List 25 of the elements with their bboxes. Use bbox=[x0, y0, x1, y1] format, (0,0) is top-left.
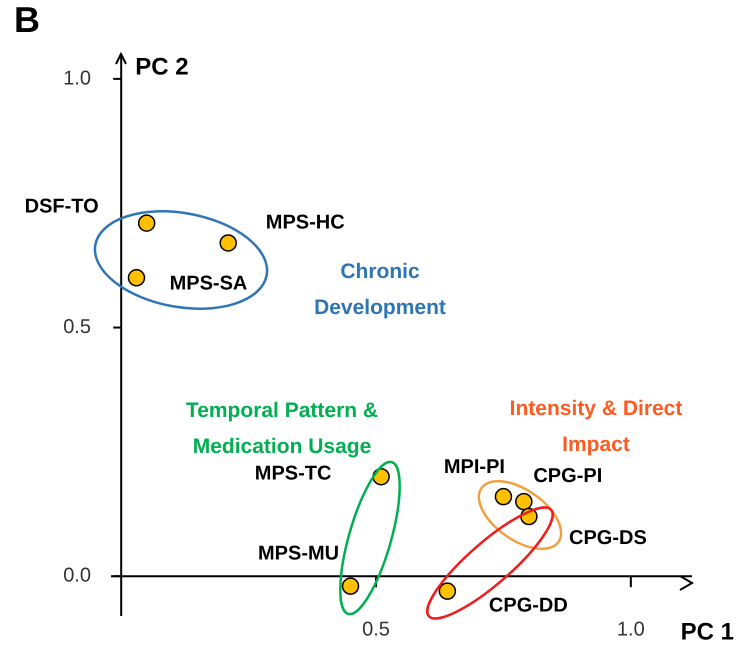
y-tick-label: 0.0 bbox=[63, 564, 91, 587]
point bbox=[128, 269, 146, 287]
annotation: MPI-PI bbox=[444, 456, 505, 478]
chart-title: B bbox=[14, 0, 40, 40]
annotation: CPG-DS bbox=[569, 527, 647, 550]
annotation: CPG-PI bbox=[533, 465, 602, 488]
point bbox=[515, 492, 533, 510]
point bbox=[138, 214, 156, 232]
y-tick-label: 0.5 bbox=[63, 316, 91, 338]
y-axis-title: PC 2 bbox=[135, 54, 189, 81]
annotation: MPS-MU bbox=[258, 542, 340, 565]
annotation: Intensity & Direct Impact bbox=[510, 396, 682, 456]
annotation: DSF-TO bbox=[24, 196, 99, 218]
x-axis-title: PC 1 bbox=[680, 618, 734, 646]
annotation: MPS-SA bbox=[170, 272, 248, 294]
point bbox=[438, 582, 456, 600]
annotation: CPG-DD bbox=[488, 594, 568, 617]
annotation: MPS-HC bbox=[266, 212, 345, 234]
point bbox=[219, 234, 237, 252]
point bbox=[494, 488, 512, 506]
annotation: Chronic Development bbox=[314, 260, 446, 319]
annotation: Temporal Pattern & Medication Usage bbox=[186, 398, 378, 458]
annotation: MPS-TC bbox=[254, 462, 332, 484]
y-tick-label: 1.0 bbox=[63, 67, 91, 90]
point bbox=[342, 577, 360, 595]
